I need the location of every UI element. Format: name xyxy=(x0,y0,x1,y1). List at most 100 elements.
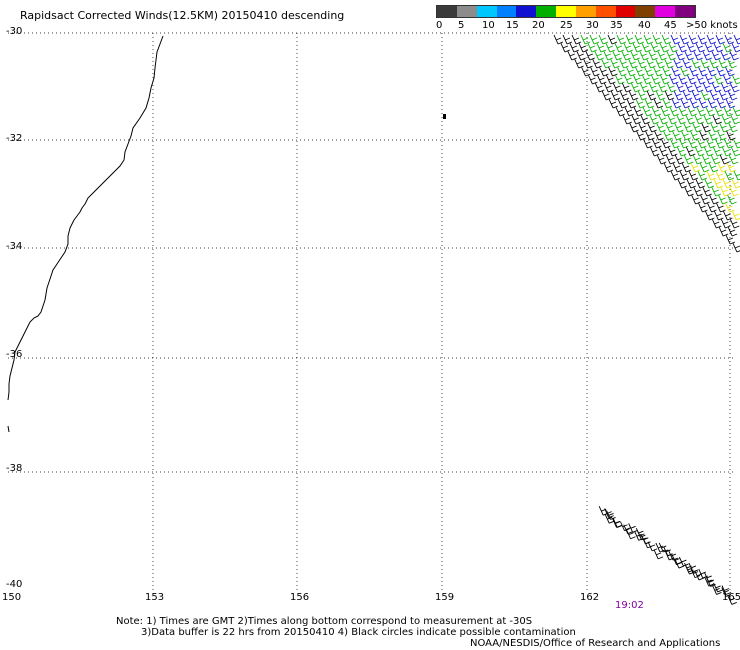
wind-barb xyxy=(694,114,704,125)
lon-label-159: 159 xyxy=(435,592,455,603)
wind-barb xyxy=(722,210,733,221)
wind-barb xyxy=(725,202,735,213)
wind-barb xyxy=(596,42,607,53)
wind-barb xyxy=(672,162,683,173)
note-line-2: 3)Data buffer is 22 hrs from 20150410 4)… xyxy=(141,627,576,638)
wind-barb xyxy=(567,50,577,61)
wind-barb xyxy=(688,138,698,149)
wind-barb xyxy=(719,122,729,133)
wind-barb xyxy=(665,154,676,165)
wind-barb xyxy=(576,50,586,61)
wind-barb xyxy=(688,34,699,45)
wind-barb xyxy=(673,58,683,69)
legend-swatch-0 xyxy=(437,6,457,17)
wind-barb xyxy=(691,58,701,69)
legend-swatch-5 xyxy=(536,6,557,17)
wind-barb xyxy=(702,50,712,61)
wind-barb xyxy=(632,42,643,53)
wind-barb xyxy=(693,186,703,197)
wind-barb xyxy=(636,130,646,141)
wind-barb xyxy=(676,114,686,125)
wind-barb xyxy=(731,178,740,189)
wind-barb xyxy=(716,202,726,213)
wind-barb xyxy=(689,98,700,109)
wind-barb xyxy=(676,146,687,157)
wind-barb xyxy=(620,521,630,532)
wind-barb xyxy=(683,122,693,133)
legend-label-5: 25 xyxy=(560,20,573,31)
wind-barb xyxy=(608,98,619,109)
wind-barb xyxy=(605,42,616,53)
wind-barb xyxy=(653,549,664,560)
wind-barb xyxy=(694,146,705,157)
wind-barb xyxy=(644,98,655,109)
legend-swatch-1 xyxy=(456,6,477,17)
wind-barb xyxy=(687,106,698,117)
wind-barb xyxy=(706,34,717,45)
wind-barb xyxy=(596,74,607,85)
wind-barb xyxy=(722,42,733,53)
wind-barb xyxy=(685,146,696,157)
wind-barb xyxy=(617,98,628,109)
wind-barb xyxy=(732,106,740,117)
wind-barb xyxy=(633,106,644,117)
wind-barb xyxy=(587,74,598,85)
wind-barb xyxy=(698,202,708,213)
wind-barb xyxy=(651,106,662,117)
wind-barb xyxy=(699,130,709,141)
wind-barb xyxy=(718,90,729,101)
wind-barb xyxy=(599,66,609,77)
wind-barb xyxy=(733,34,740,45)
wind-barb xyxy=(678,106,689,117)
wind-barb xyxy=(715,170,726,181)
wind-barb xyxy=(634,34,645,45)
legend-label-7: 35 xyxy=(610,20,623,31)
wind-barb xyxy=(706,170,717,181)
wind-barb xyxy=(716,98,727,109)
island-marker xyxy=(443,114,446,119)
wind-barb xyxy=(682,90,693,101)
wind-barb xyxy=(650,74,661,85)
legend-swatch-2 xyxy=(476,6,497,17)
wind-barb xyxy=(674,154,685,165)
wind-barb xyxy=(683,154,694,165)
wind-barb xyxy=(666,82,677,93)
wind-barb xyxy=(718,194,728,205)
legend-label-6: 30 xyxy=(586,20,599,31)
wind-barb xyxy=(688,170,699,181)
wind-barb xyxy=(610,58,620,69)
wind-barb xyxy=(700,194,710,205)
wind-barb xyxy=(656,122,666,133)
wind-barb xyxy=(655,58,665,69)
wind-barb xyxy=(628,90,639,101)
wind-barb xyxy=(667,146,678,157)
wind-barb xyxy=(720,186,730,197)
wind-barb xyxy=(707,98,718,109)
wind-barb xyxy=(697,138,707,149)
wind-barb xyxy=(679,556,689,567)
wind-barb xyxy=(603,50,613,61)
wind-barb xyxy=(707,202,717,213)
wind-barb xyxy=(721,114,731,125)
pass-time-label: 19:02 xyxy=(615,600,644,611)
wind-barb xyxy=(696,106,707,117)
wind-barb xyxy=(650,42,661,53)
wind-barb xyxy=(677,178,688,189)
wind-barb xyxy=(654,130,664,141)
wind-barb xyxy=(623,74,634,85)
wind-barb xyxy=(603,82,614,93)
lon-label-153: 153 xyxy=(145,592,165,603)
coastline xyxy=(7,35,164,401)
wind-barb xyxy=(601,58,611,69)
wind-barb xyxy=(697,34,708,45)
wind-barb xyxy=(716,66,726,77)
wind-barb xyxy=(619,58,629,69)
wind-barb xyxy=(666,50,676,61)
lat-label-30: -30 xyxy=(6,26,23,37)
wind-barb xyxy=(669,106,680,117)
wind-barb xyxy=(717,130,727,141)
wind-barb xyxy=(677,74,688,85)
wind-barb xyxy=(646,58,656,69)
wind-barb xyxy=(707,66,717,77)
wind-barb xyxy=(725,234,736,245)
